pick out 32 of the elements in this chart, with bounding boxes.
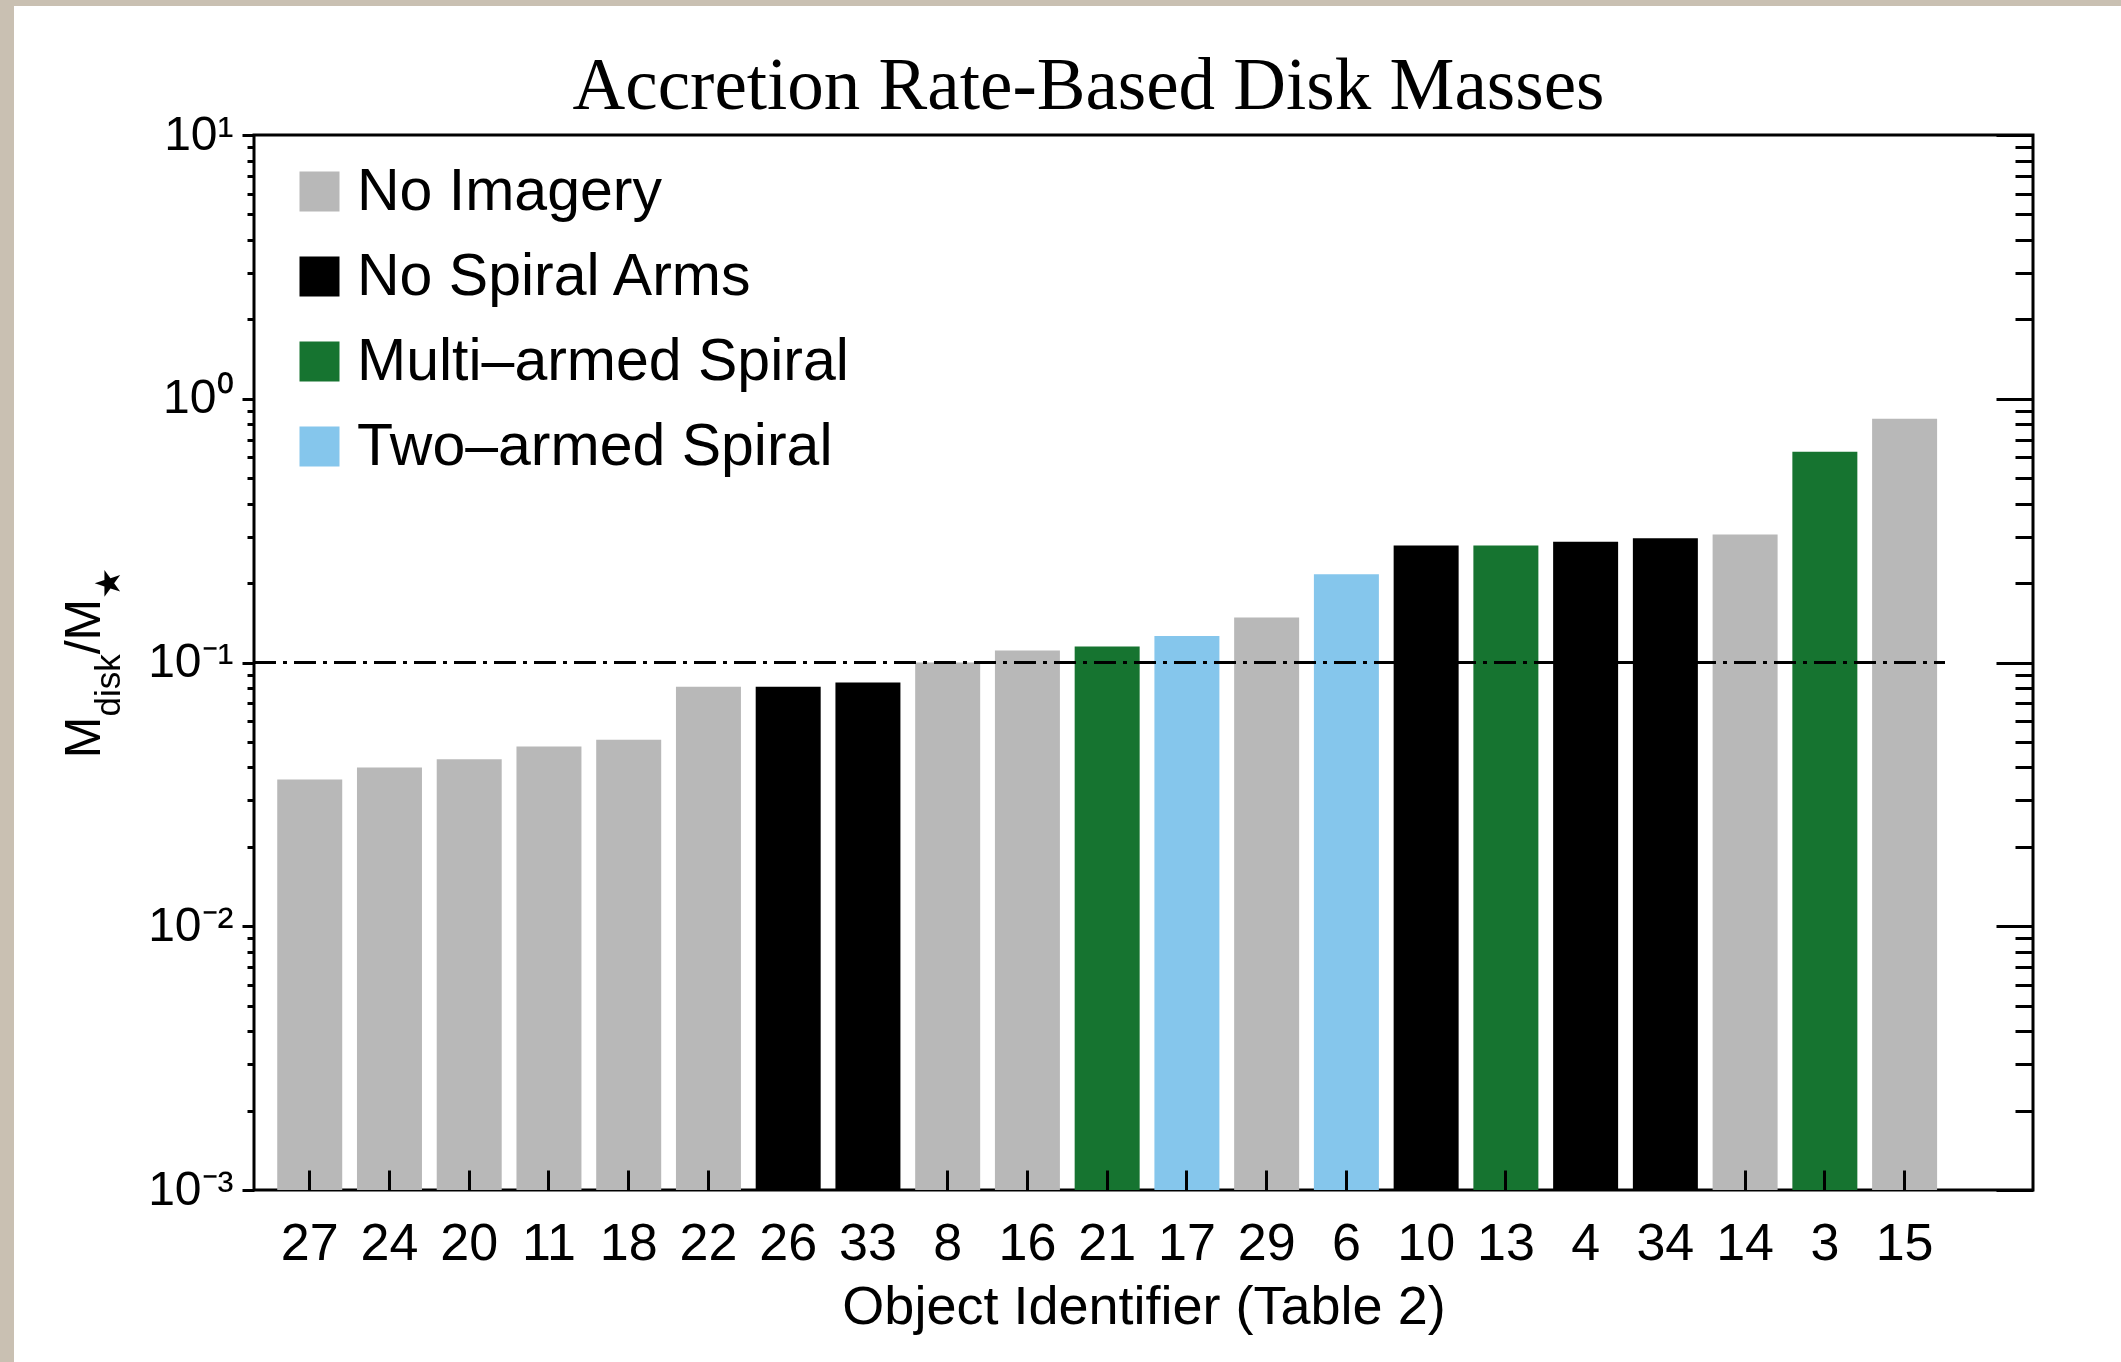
y-tick-label: 10¹	[164, 106, 234, 160]
y-tick-label: 10⁻³	[148, 1161, 234, 1215]
x-tick-label: 33	[839, 1212, 897, 1271]
x-tick-label: 21	[1078, 1212, 1137, 1271]
x-tick-label: 29	[1237, 1212, 1296, 1271]
x-tick-label: 11	[521, 1212, 576, 1271]
y-tick-label: 10⁻¹	[148, 634, 234, 687]
x-tick-label: 16	[998, 1212, 1057, 1271]
y-tick-label: 10⁻²	[148, 897, 234, 951]
x-tick-label: 10	[1397, 1212, 1456, 1271]
legend-label: No Imagery	[357, 156, 663, 223]
x-tick-label: 3	[1810, 1212, 1840, 1271]
x-tick-label: 34	[1636, 1212, 1695, 1271]
x-tick-label: 15	[1875, 1212, 1934, 1271]
x-axis-title: Object Identifier (Table 2)	[842, 1274, 1446, 1335]
x-tick-label: 24	[360, 1212, 419, 1271]
y-tick-label: 10⁰	[163, 370, 234, 424]
x-tick-label: 20	[440, 1212, 499, 1271]
x-tick-label: 6	[1331, 1212, 1361, 1271]
legend-label: No Spiral Arms	[357, 241, 751, 308]
x-tick-label: 22	[679, 1212, 738, 1271]
x-tick-label: 4	[1571, 1212, 1601, 1271]
legend-label: Multi–armed Spiral	[357, 326, 849, 393]
x-tick-label: 18	[599, 1212, 658, 1271]
x-tick-label: 14	[1716, 1212, 1775, 1271]
x-tick-label: 26	[759, 1212, 818, 1271]
x-tick-label: 27	[280, 1212, 339, 1271]
x-tick-label: 13	[1476, 1212, 1535, 1271]
legend-label: Two–armed Spiral	[357, 411, 833, 478]
x-tick-label: 17	[1157, 1212, 1216, 1271]
chart-title: Accretion Rate-Based Disk Masses	[572, 44, 1605, 125]
x-tick-label: 8	[933, 1212, 963, 1271]
